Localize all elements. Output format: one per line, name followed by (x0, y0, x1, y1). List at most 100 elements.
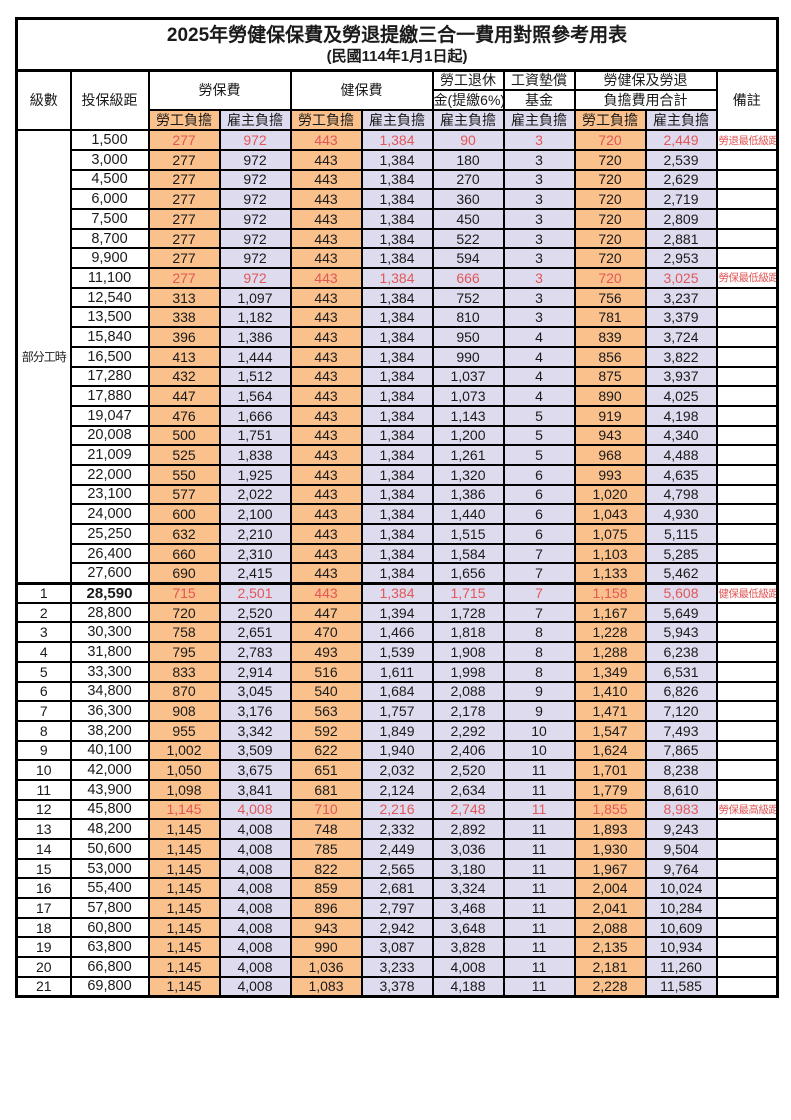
cell-labor-employer: 972 (218, 188, 292, 210)
cell-pension-employer: 3,180 (431, 857, 505, 880)
cell-labor-employee: 277 (147, 227, 221, 250)
cell-pension-employer: 3,648 (431, 916, 505, 939)
cell-total-employee: 919 (573, 404, 647, 427)
cell-labor-employee: 277 (147, 148, 221, 171)
cell-labor-employer: 2,783 (218, 641, 292, 663)
subheader-labor-employer: 雇主負擔 (218, 109, 292, 132)
cell-labor-employer: 2,651 (218, 621, 292, 644)
table-row: 8,700 277 972 443 1,384 522 3 720 2,881 (17, 227, 779, 250)
cell-wage: 57,800 (69, 897, 150, 919)
cell-total-employer: 7,493 (644, 719, 718, 742)
cell-pension-employer: 1,037 (431, 365, 505, 388)
cell-labor-employee: 955 (147, 719, 221, 742)
cell-wage-fund-employer: 3 (502, 247, 576, 270)
cell-wage-fund-employer: 11 (502, 857, 576, 880)
cell-remark (715, 168, 779, 191)
header-row-2: 金(提繳6%) 基金 負擔費用合計 (17, 89, 778, 112)
cell-wage: 48,200 (69, 818, 150, 840)
cell-labor-employee: 277 (147, 188, 221, 210)
cell-remark: 勞退最低級距 (715, 129, 779, 151)
cell-labor-employer: 2,022 (218, 483, 292, 506)
cell-health-employee: 1,036 (289, 956, 363, 978)
cell-level: 6 (15, 680, 72, 703)
cell-total-employee: 1,020 (573, 483, 647, 506)
table-row: 13,500 338 1,182 443 1,384 810 3 781 3,379 (17, 306, 779, 329)
cell-total-employer: 7,865 (644, 739, 718, 762)
cell-total-employer: 2,449 (644, 129, 718, 151)
cell-wage-fund-employer: 8 (502, 660, 576, 683)
cell-health-employee: 443 (289, 168, 363, 191)
cell-total-employer: 3,822 (644, 345, 718, 368)
cell-wage-fund-employer: 4 (502, 326, 576, 348)
cell-health-employee: 785 (289, 838, 363, 860)
cell-health-employer: 1,384 (360, 365, 434, 388)
cell-labor-employee: 432 (147, 365, 221, 388)
cell-health-employee: 681 (289, 778, 363, 801)
cell-total-employee: 720 (573, 227, 647, 250)
table-row: 4,500 277 972 443 1,384 270 3 720 2,629 (17, 168, 779, 191)
table-row: 9 40,100 1,002 3,509 622 1,940 2,406 10 1,624 7,8… (15, 739, 779, 762)
cell-wage-fund-employer: 11 (502, 975, 576, 998)
cell-health-employee: 443 (289, 581, 363, 604)
cell-remark (715, 936, 779, 959)
cell-remark (715, 857, 779, 880)
cell-total-employer: 9,243 (644, 818, 718, 840)
cell-health-employee: 859 (289, 877, 363, 900)
cell-remark (715, 404, 779, 427)
cell-remark (715, 719, 779, 742)
cell-labor-employer: 4,008 (218, 818, 292, 840)
cell-remark (715, 306, 779, 329)
header-row-3: 勞工負擔 雇主負擔 勞工負擔 雇主負擔 雇主負擔 雇主負擔 勞工負擔 雇主負擔 (17, 109, 778, 132)
cell-total-employer: 4,798 (644, 483, 718, 506)
cell-health-employer: 3,378 (360, 975, 434, 998)
cell-labor-employer: 2,501 (218, 581, 292, 604)
cell-labor-employer: 972 (218, 168, 292, 191)
cell-level: 12 (15, 798, 72, 821)
cell-labor-employee: 908 (147, 700, 221, 722)
cell-health-employee: 443 (289, 385, 363, 407)
cell-labor-employee: 795 (147, 641, 221, 663)
cell-remark (715, 975, 779, 998)
cell-labor-employee: 277 (147, 168, 221, 191)
cell-total-employer: 10,024 (644, 877, 718, 900)
cell-health-employer: 1,384 (360, 345, 434, 368)
cell-health-employer: 1,384 (360, 562, 434, 585)
cell-health-employer: 2,332 (360, 818, 434, 840)
cell-health-employee: 443 (289, 247, 363, 270)
cell-remark (715, 385, 779, 407)
cell-pension-employer: 1,143 (431, 404, 505, 427)
cell-wage-fund-employer: 5 (502, 404, 576, 427)
table-row: 17,280 432 1,512 443 1,384 1,037 4 875 3,937 (17, 365, 779, 388)
table-row: 3 30,300 758 2,651 470 1,466 1,818 8 1,228 5,943 (15, 621, 779, 644)
cell-total-employer: 5,608 (644, 581, 718, 604)
cell-labor-employee: 277 (147, 247, 221, 270)
col-header-total-line1: 勞健保及勞退 (573, 69, 718, 92)
table-row: 21 69,800 1,145 4,008 1,083 3,378 4,188 11 2,228… (15, 975, 779, 998)
table-row: 1 28,590 715 2,501 443 1,384 1,715 7 1,158 5,608 健… (15, 581, 779, 604)
cell-total-employer: 2,629 (644, 168, 718, 191)
cell-wage: 7,500 (69, 208, 150, 230)
cell-total-employer: 10,609 (644, 916, 718, 939)
cell-remark: 勞保最低級距 (715, 267, 779, 289)
cell-health-employer: 1,384 (360, 523, 434, 545)
cell-level: 1 (15, 581, 72, 604)
cell-total-employer: 5,285 (644, 542, 718, 565)
table-row: 17,880 447 1,564 443 1,384 1,073 4 890 4,025 (17, 385, 779, 407)
cell-labor-employer: 1,386 (218, 326, 292, 348)
cell-total-employer: 6,238 (644, 641, 718, 663)
page-title: 2025年勞健保保費及勞退提繳三合一費用對照參考用表 (166, 25, 628, 46)
cell-health-employee: 592 (289, 719, 363, 742)
cell-total-employer: 5,943 (644, 621, 718, 644)
cell-wage: 24,000 (69, 503, 150, 525)
cell-pension-employer: 450 (431, 208, 505, 230)
cell-wage-fund-employer: 3 (502, 208, 576, 230)
cell-labor-employee: 277 (147, 208, 221, 230)
cell-total-employee: 720 (573, 148, 647, 171)
cell-level: 17 (15, 897, 72, 919)
cell-wage-fund-employer: 6 (502, 503, 576, 525)
cell-total-employer: 10,934 (644, 936, 718, 959)
cell-health-employer: 1,384 (360, 227, 434, 250)
cell-wage-fund-employer: 3 (502, 188, 576, 210)
cell-wage-fund-employer: 7 (502, 562, 576, 585)
cell-remark (715, 877, 779, 900)
